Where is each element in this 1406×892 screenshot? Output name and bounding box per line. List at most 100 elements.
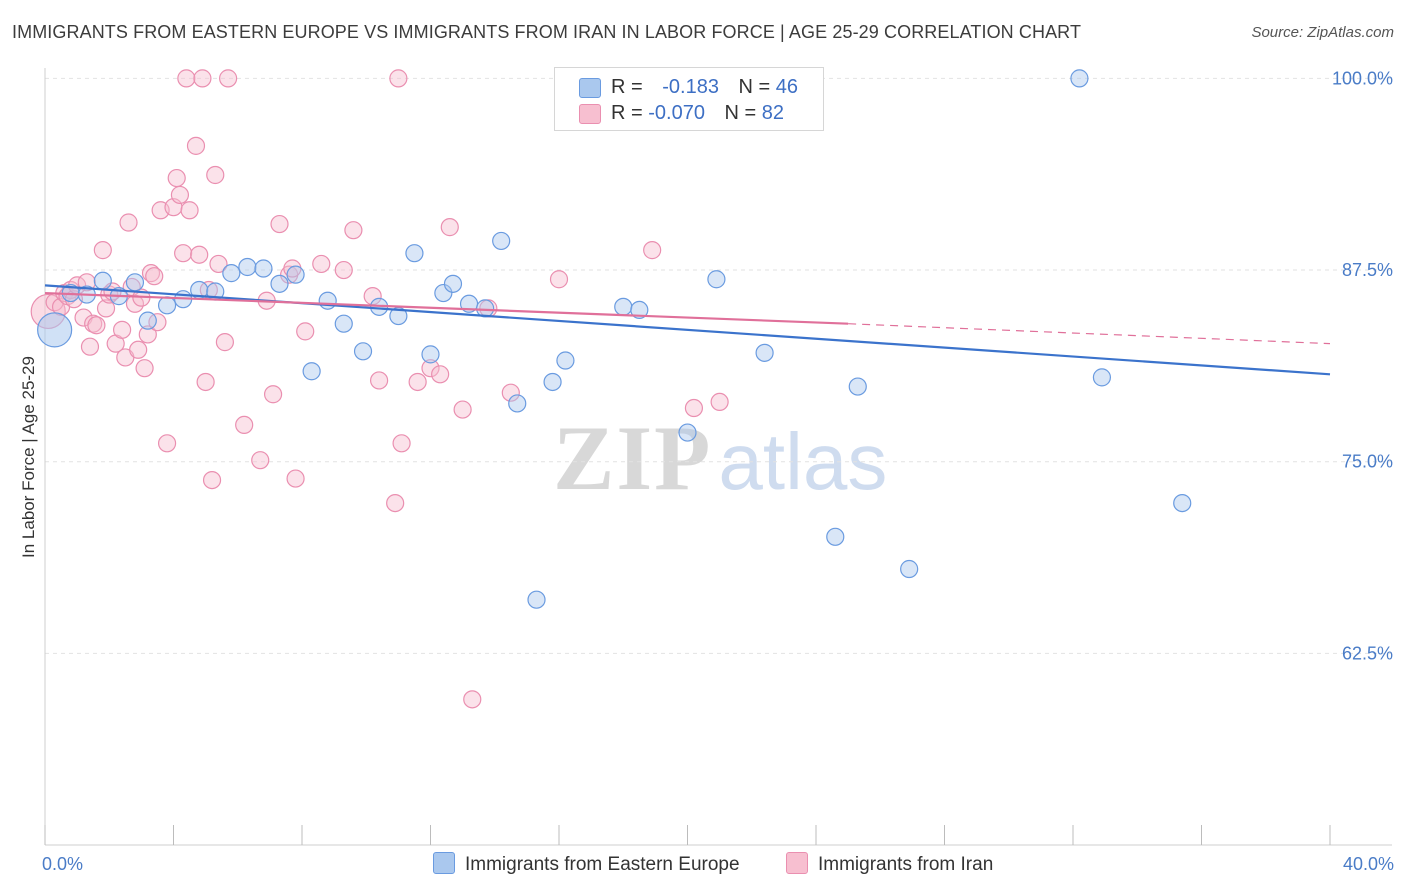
- series-iran-points: [30, 69, 729, 709]
- data-point: [254, 259, 273, 278]
- data-point: [206, 165, 225, 185]
- legend-n-label: N =: [738, 76, 776, 98]
- data-point: [238, 257, 257, 277]
- data-point: [138, 325, 157, 344]
- watermark-zip: ZIP: [553, 407, 713, 509]
- data-point: [145, 267, 164, 286]
- trend-line-eastern-europe: [44, 284, 1331, 376]
- data-point: [263, 385, 283, 404]
- data-point: [157, 434, 177, 453]
- data-point: [630, 300, 649, 320]
- data-point: [710, 392, 729, 412]
- data-point: [1173, 493, 1192, 513]
- bottom-legend-label: Immigrants from Eastern Europe: [465, 854, 740, 875]
- data-point: [543, 372, 562, 392]
- data-point: [112, 320, 132, 339]
- data-point: [434, 283, 453, 303]
- data-point: [334, 314, 353, 333]
- data-point: [421, 345, 440, 364]
- trend-line-iran: [44, 291, 849, 325]
- data-point: [286, 469, 305, 488]
- y-tick-label: 87.5%: [1342, 260, 1393, 280]
- data-point: [334, 260, 353, 280]
- data-point: [186, 136, 206, 155]
- data-point: [755, 343, 774, 362]
- data-point: [1092, 368, 1112, 387]
- data-point: [96, 299, 116, 318]
- bottom-legend-swatch-blue: [433, 852, 455, 874]
- bottom-legend-eastern-europe: Immigrants from Eastern Europe: [433, 852, 740, 876]
- data-point: [353, 342, 373, 361]
- y-axis-label: In Labor Force | Age 25-29: [19, 356, 38, 558]
- axes: [44, 68, 1392, 846]
- data-point: [219, 69, 238, 88]
- data-point: [431, 365, 450, 384]
- source-label: Source: ZipAtlas.com: [1251, 24, 1394, 41]
- y-tick-label: 100.0%: [1332, 68, 1393, 88]
- data-point: [222, 264, 241, 283]
- bottom-legend-iran: Immigrants from Iran: [786, 852, 993, 876]
- data-point: [190, 245, 209, 264]
- data-point: [196, 372, 215, 392]
- data-point: [707, 270, 726, 289]
- data-point: [1070, 69, 1089, 88]
- data-point: [463, 690, 482, 709]
- data-point: [684, 398, 704, 418]
- data-point: [177, 69, 196, 88]
- data-point: [453, 400, 472, 419]
- data-point: [501, 383, 520, 402]
- data-point: [125, 273, 145, 292]
- data-point: [167, 168, 186, 188]
- legend-r-value: -0.070: [648, 102, 705, 124]
- watermark: ZIPatlas: [553, 405, 887, 511]
- watermark-atlas: atlas: [718, 417, 888, 506]
- data-point: [129, 340, 148, 359]
- data-point: [527, 590, 546, 609]
- data-point: [251, 451, 270, 470]
- data-point: [170, 185, 190, 205]
- trend-line-iran-extension: [848, 323, 1331, 345]
- data-point: [180, 201, 199, 220]
- data-point: [138, 311, 157, 330]
- data-point: [37, 312, 73, 348]
- x-tick-labels: 0.0% 40.0%: [42, 854, 1394, 874]
- bottom-legend-swatch-pink: [786, 852, 808, 874]
- data-point: [270, 214, 289, 234]
- data-point: [302, 362, 321, 381]
- data-point: [614, 297, 633, 316]
- data-point: [370, 371, 389, 390]
- data-point: [286, 265, 305, 284]
- data-point: [141, 264, 161, 283]
- data-point: [492, 231, 511, 251]
- data-point: [421, 359, 440, 378]
- series-eastern-europe-points: [37, 69, 1192, 609]
- data-point: [643, 241, 662, 260]
- data-point: [174, 244, 193, 263]
- legend-swatch-blue: [579, 78, 601, 98]
- x-tick-label: 40.0%: [1343, 854, 1394, 874]
- data-point: [270, 274, 289, 293]
- chart-title: IMMIGRANTS FROM EASTERN EUROPE VS IMMIGR…: [12, 22, 1082, 42]
- y-tick-labels: 62.5% 75.0% 87.5% 100.0%: [1332, 68, 1393, 663]
- data-point: [209, 254, 228, 274]
- y-tick-label: 75.0%: [1342, 452, 1393, 472]
- legend-n-value: 82: [761, 102, 785, 124]
- legend-r-label: R =: [611, 76, 649, 98]
- legend-n-label: N =: [724, 102, 762, 124]
- data-point: [318, 291, 337, 310]
- data-point: [296, 322, 315, 341]
- legend-r-value: -0.183: [662, 76, 719, 98]
- y-tick-label: 62.5%: [1342, 643, 1393, 663]
- data-point: [405, 244, 424, 263]
- data-point: [508, 394, 527, 413]
- data-point: [386, 493, 405, 513]
- data-point: [900, 559, 919, 579]
- data-point: [202, 470, 222, 490]
- data-point: [135, 359, 154, 378]
- data-point: [678, 423, 697, 442]
- data-point: [848, 377, 867, 396]
- data-point: [556, 351, 575, 370]
- data-point: [93, 271, 112, 290]
- data-point: [443, 274, 463, 293]
